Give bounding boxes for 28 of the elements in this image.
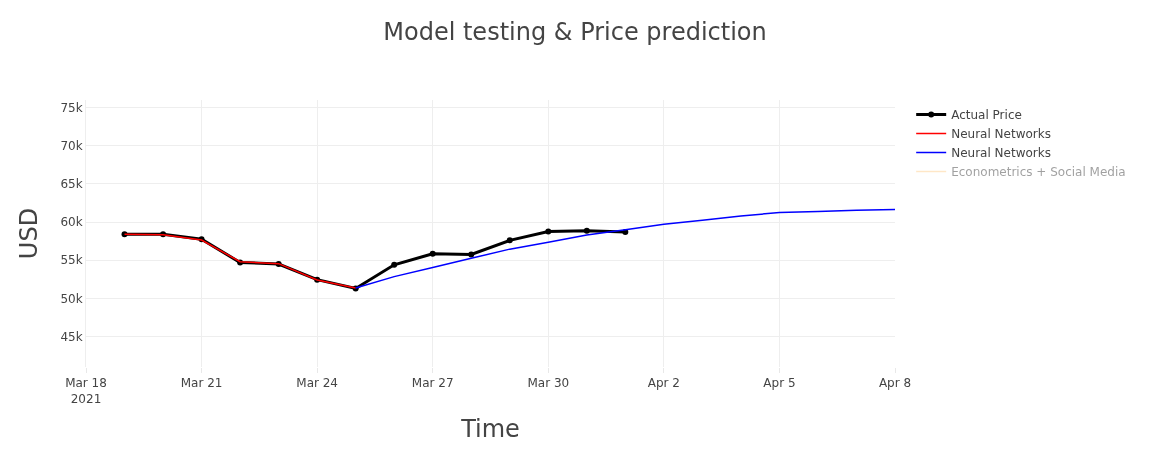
legend-label: Econometrics + Social Media	[951, 165, 1126, 180]
y-tick-label: 60k	[60, 215, 83, 230]
point	[506, 237, 513, 244]
point	[468, 251, 475, 258]
legend-label: Neural Networks	[951, 127, 1051, 142]
y-tick-label: 65k	[60, 177, 83, 192]
point	[429, 250, 436, 257]
x-tick-label: Mar 27	[411, 376, 454, 391]
y-tick-label: 45k	[60, 329, 83, 344]
x-tick-label: Mar 18 2021	[65, 376, 107, 406]
legend-label: Actual Price	[951, 108, 1022, 123]
y-tick-label: 75k	[60, 100, 83, 115]
y-tick-label: 55k	[60, 253, 83, 268]
y-tick-label: 70k	[60, 138, 83, 153]
x-tick-label: Mar 24	[296, 376, 339, 391]
x-tick-label: Mar 30	[527, 376, 570, 391]
x-tick-label: Apr 8	[878, 376, 912, 391]
legend-label: Neural Networks	[951, 146, 1051, 161]
y-tick-label: 50k	[60, 291, 83, 306]
y-axis-title: USD	[15, 207, 44, 260]
chart-title: Model testing & Price prediction	[383, 17, 767, 46]
point	[391, 261, 398, 268]
point	[545, 228, 552, 235]
x-tick-label: Apr 5	[763, 376, 796, 391]
x-axis-title: Time	[460, 415, 520, 444]
point	[583, 227, 590, 234]
x-tick-label: Apr 2	[647, 376, 680, 391]
x-tick-label: Mar 21	[180, 376, 223, 391]
